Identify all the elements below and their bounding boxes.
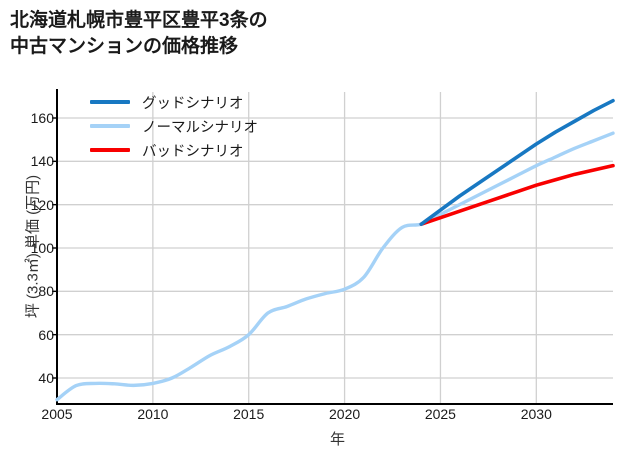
x-tick-label: 2005 (41, 406, 73, 422)
legend-label: バッドシナリオ (142, 143, 244, 160)
x-tick-label: 2025 (424, 406, 456, 422)
legend-swatch-icon (90, 100, 130, 104)
y-axis-tick-labels: 40 60 80 100 120 140 160 (8, 0, 54, 465)
x-axis-label: 年 (329, 431, 345, 448)
y-tick-label: 40 (38, 370, 54, 386)
legend-label: ノーマルシナリオ (142, 119, 258, 136)
x-tick-label: 2030 (520, 406, 552, 422)
y-tick-label: 80 (38, 283, 54, 300)
series-line (419, 163, 615, 226)
legend-swatch-icon (90, 124, 130, 128)
legend-item-bad: バッドシナリオ (90, 138, 258, 162)
legend-label: グッドシナリオ (142, 95, 244, 112)
legend-swatch-icon (90, 148, 130, 152)
y-tick-label: 60 (38, 326, 54, 343)
y-tick-label: 100 (30, 240, 54, 256)
axis-lines (56, 89, 613, 405)
tick-marks (52, 117, 57, 379)
y-tick-label: 120 (30, 196, 54, 213)
y-axis-label: 坪 (3.3㎡) 単価 (万円) (24, 174, 42, 319)
x-tick-label: 2010 (137, 406, 169, 422)
chart-legend: グッドシナリオ ノーマルシナリオ バッドシナリオ (90, 90, 258, 162)
chart-title-line-1: 北海道札幌市豊平区豊平3条の (10, 10, 268, 31)
series-line (55, 131, 615, 402)
x-tick-label: 2015 (233, 406, 265, 422)
data-series-layer (55, 98, 615, 402)
chart-title: 北海道札幌市豊平区豊平3条の 中古マンションの価格推移 (10, 8, 530, 60)
y-tick-label: 140 (30, 153, 54, 170)
series-line (419, 98, 615, 226)
chart-title-line-2: 中古マンションの価格推移 (10, 36, 239, 58)
y-tick-label: 160 (30, 110, 54, 126)
x-tick-label: 2020 (329, 406, 361, 422)
legend-item-good: グッドシナリオ (90, 90, 258, 114)
legend-item-normal: ノーマルシナリオ (90, 114, 258, 138)
